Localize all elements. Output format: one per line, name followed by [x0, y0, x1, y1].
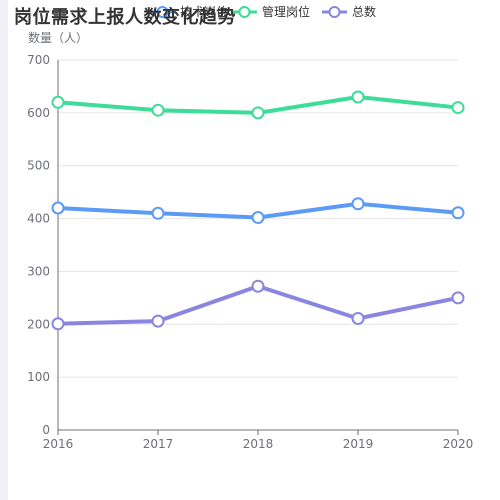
data-point [151, 103, 165, 117]
series-layer [51, 90, 465, 331]
data-point [451, 291, 465, 305]
y-tick-label: 200 [27, 317, 50, 331]
data-point [251, 279, 265, 293]
data-point [251, 106, 265, 120]
data-point [251, 211, 265, 225]
grid-lines [58, 59, 458, 378]
legend-marker [156, 6, 169, 18]
data-point [151, 206, 165, 220]
data-point [51, 201, 65, 215]
data-point [151, 314, 165, 328]
legend-label: 技术岗位 [180, 4, 228, 19]
x-tick-label: 2020 [443, 437, 474, 451]
legend-marker [328, 6, 341, 18]
y-tick-label: 0 [42, 423, 50, 437]
y-tick-label: 700 [27, 53, 50, 67]
data-point [51, 95, 65, 109]
data-point [351, 311, 365, 325]
data-point [351, 197, 365, 211]
data-point [451, 206, 465, 220]
y-tick-label: 300 [27, 264, 50, 278]
data-point [51, 317, 65, 331]
y-tick-label: 400 [27, 212, 50, 226]
data-point [451, 101, 465, 115]
x-tick-label: 2019 [343, 437, 374, 451]
y-tick-label: 100 [27, 370, 50, 384]
legend: 技术岗位 管理岗位 总数 [150, 4, 376, 19]
legend-marker [238, 6, 251, 18]
y-tick-label: 500 [27, 159, 50, 173]
legend-label: 总数 [352, 4, 376, 19]
legend-label: 管理岗位 [262, 4, 310, 19]
x-tick-label: 2017 [143, 437, 174, 451]
x-tick-label: 2016 [43, 437, 74, 451]
left-edge-strip [0, 0, 8, 500]
y-tick-label: 600 [27, 106, 50, 120]
data-point [351, 90, 365, 104]
x-tick-label: 2018 [243, 437, 274, 451]
chart-title: 岗位需求上报人数变化趋势 [14, 7, 236, 28]
axes: 0 100 200 300 400 500 600 700 数量（人） 2016 2017 2018 2… [27, 30, 473, 451]
y-axis-label: 数量（人） [28, 30, 88, 45]
